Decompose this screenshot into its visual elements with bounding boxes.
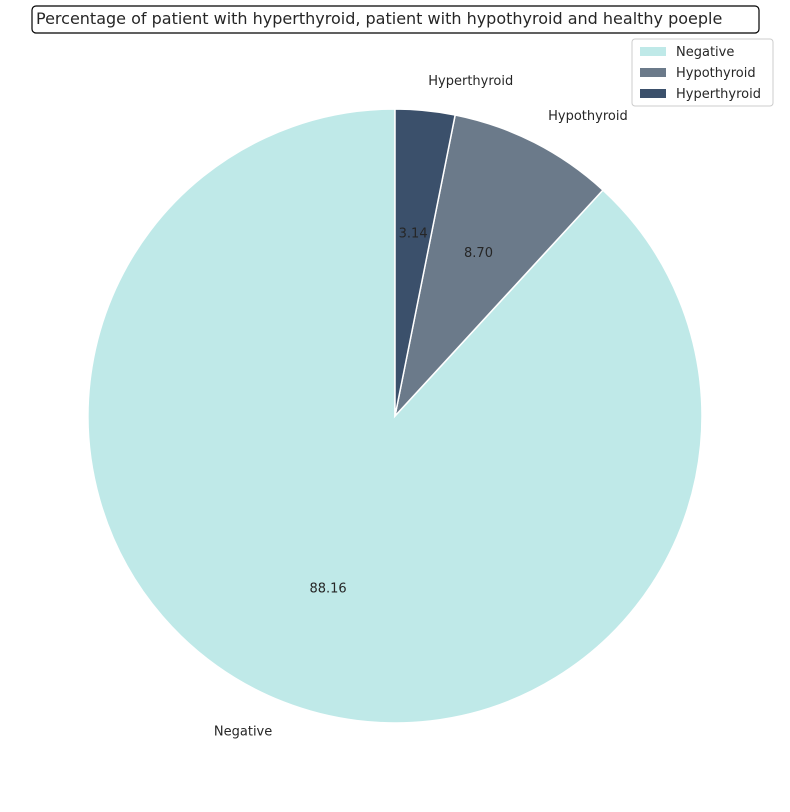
legend-label-hypothyroid: Hypothyroid xyxy=(676,66,756,81)
pie-value-hypothyroid: 8.70 xyxy=(464,246,493,261)
pie-label-hyperthyroid: Hyperthyroid xyxy=(428,74,513,89)
legend-label-negative: Negative xyxy=(676,45,734,60)
pie-value-labels: 88.16 8.70 3.14 xyxy=(309,227,493,597)
chart-title-group: Percentage of patient with hyperthyroid,… xyxy=(31,5,760,34)
pie-label-negative: Negative xyxy=(214,725,272,740)
chart-title-box xyxy=(31,5,760,34)
pie-slice-hypothyroid xyxy=(393,114,604,419)
pie-label-hypothyroid: Hypothyroid xyxy=(548,109,628,124)
pie-value-hyperthyroid: 3.14 xyxy=(399,227,428,242)
legend-swatch-hyperthyroid xyxy=(640,89,666,98)
legend: Negative Hypothyroid Hyperthyroid xyxy=(631,38,774,107)
legend-frame xyxy=(631,38,774,107)
pie-value-negative: 88.16 xyxy=(309,582,346,597)
chart-title: Percentage of patient with hyperthyroid,… xyxy=(36,9,722,28)
pie-slices xyxy=(87,108,703,724)
pie-slice-hyperthyroid xyxy=(394,108,457,417)
legend-label-hyperthyroid: Hyperthyroid xyxy=(676,87,761,102)
legend-items: Negative Hypothyroid Hyperthyroid xyxy=(640,45,761,102)
legend-swatch-hypothyroid xyxy=(640,68,666,77)
pie-category-labels: Negative Hypothyroid Hyperthyroid xyxy=(214,74,628,740)
legend-swatch-negative xyxy=(640,47,666,56)
